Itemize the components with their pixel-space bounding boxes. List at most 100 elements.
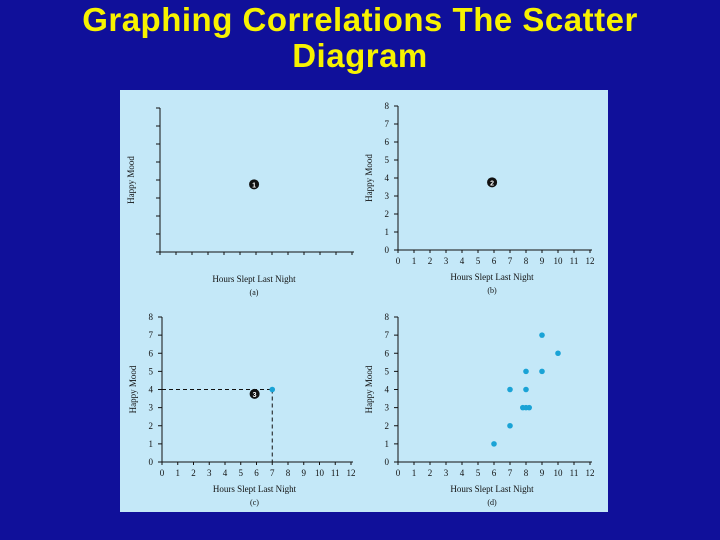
x-axis-label: Hours Slept Last Night xyxy=(450,272,534,282)
x-tick-label: 9 xyxy=(540,256,545,266)
x-tick-label: 11 xyxy=(331,468,340,478)
y-tick-label: 0 xyxy=(385,457,390,467)
slide-title: Graphing Correlations The Scatter Diagra… xyxy=(0,2,720,74)
number-marker: 3 xyxy=(249,388,260,399)
y-tick-label: 1 xyxy=(385,439,390,449)
data-point xyxy=(539,368,545,375)
chart-caption: (d) xyxy=(487,498,497,507)
chart-caption: (b) xyxy=(487,286,497,295)
x-tick-label: 7 xyxy=(270,468,275,478)
x-tick-label: 5 xyxy=(476,256,481,266)
chart-caption: (c) xyxy=(250,498,259,507)
y-tick-label: 6 xyxy=(149,348,154,358)
x-tick-label: 12 xyxy=(586,256,595,266)
x-tick-label: 5 xyxy=(476,468,481,478)
x-tick-label: 4 xyxy=(460,468,465,478)
data-point xyxy=(523,368,529,375)
y-tick-label: 4 xyxy=(385,173,390,183)
y-tick-label: 2 xyxy=(385,209,390,219)
y-tick-label: 8 xyxy=(385,312,390,322)
x-tick-label: 4 xyxy=(460,256,465,266)
x-tick-label: 11 xyxy=(570,468,579,478)
x-tick-label: 10 xyxy=(315,468,325,478)
y-tick-label: 3 xyxy=(149,403,154,413)
x-axis-label: Hours Slept Last Night xyxy=(213,484,297,494)
x-tick-label: 4 xyxy=(223,468,228,478)
x-tick-label: 1 xyxy=(176,468,181,478)
chart-caption: (a) xyxy=(250,288,259,297)
y-tick-label: 7 xyxy=(385,119,390,129)
number-marker: 2 xyxy=(487,177,498,188)
x-tick-label: 8 xyxy=(524,468,529,478)
y-tick-label: 7 xyxy=(149,330,154,340)
y-tick-label: 8 xyxy=(149,312,154,322)
y-tick-label: 2 xyxy=(149,421,154,431)
data-point xyxy=(523,386,529,393)
figure-panel: Hours Slept Last Night Happy Mood (a) 1 0 1 2 3… xyxy=(120,90,608,512)
x-tick-label: 3 xyxy=(207,468,212,478)
y-axis-label: Happy Mood xyxy=(128,365,138,413)
number-marker-circle xyxy=(249,179,260,190)
x-tick-label: 3 xyxy=(444,256,449,266)
x-tick-label: 8 xyxy=(524,256,529,266)
number-marker-circle xyxy=(249,388,260,399)
y-tick-label: 6 xyxy=(385,137,390,147)
x-tick-label: 5 xyxy=(239,468,244,478)
x-axis-label: Hours Slept Last Night xyxy=(212,274,296,284)
x-tick-label: 8 xyxy=(286,468,291,478)
x-tick-label: 6 xyxy=(492,468,497,478)
data-point xyxy=(491,441,497,447)
x-tick-label: 7 xyxy=(508,468,513,478)
number-marker-label: 3 xyxy=(253,392,257,399)
x-tick-label: 12 xyxy=(586,468,595,478)
y-tick-label: 1 xyxy=(149,439,154,449)
y-tick-label: 7 xyxy=(385,330,390,340)
x-tick-label: 7 xyxy=(508,256,513,266)
y-tick-label: 1 xyxy=(385,227,390,237)
y-tick-label: 6 xyxy=(385,348,390,358)
x-tick-label: 9 xyxy=(302,468,307,478)
x-axis-label: Hours Slept Last Night xyxy=(450,484,534,494)
data-point xyxy=(269,386,276,393)
number-marker-label: 2 xyxy=(490,180,494,187)
y-tick-label: 0 xyxy=(149,457,154,467)
x-tick-label: 0 xyxy=(396,256,401,266)
y-tick-label: 3 xyxy=(385,403,390,413)
y-axis-label: Happy Mood xyxy=(364,365,374,413)
x-tick-label: 6 xyxy=(492,256,497,266)
data-point xyxy=(526,404,532,411)
y-tick-label: 0 xyxy=(385,245,390,255)
number-marker-label: 1 xyxy=(252,182,256,189)
y-axis-label: Happy Mood xyxy=(364,154,374,202)
y-axis-label: Happy Mood xyxy=(126,156,136,204)
x-tick-label: 1 xyxy=(412,256,417,266)
x-tick-label: 10 xyxy=(554,468,564,478)
y-tick-label: 5 xyxy=(385,155,390,165)
data-point xyxy=(539,332,545,338)
data-point xyxy=(507,422,513,429)
x-tick-label: 12 xyxy=(347,468,356,478)
x-tick-label: 11 xyxy=(570,256,579,266)
x-tick-label: 2 xyxy=(428,256,433,266)
y-tick-label: 8 xyxy=(385,101,390,111)
x-tick-label: 3 xyxy=(444,468,449,478)
slide-title-line1: Graphing Correlations The Scatter xyxy=(82,1,638,38)
y-tick-label: 5 xyxy=(385,366,390,376)
x-tick-label: 0 xyxy=(160,468,165,478)
data-point xyxy=(520,404,526,411)
x-tick-label: 9 xyxy=(540,468,545,478)
number-marker: 1 xyxy=(249,179,260,190)
x-tick-label: 1 xyxy=(412,468,417,478)
y-tick-label: 2 xyxy=(385,421,390,431)
number-marker-circle xyxy=(487,177,498,188)
x-tick-label: 2 xyxy=(428,468,433,478)
y-tick-label: 5 xyxy=(149,366,154,376)
x-tick-label: 2 xyxy=(191,468,196,478)
x-tick-label: 0 xyxy=(396,468,401,478)
data-point xyxy=(507,386,513,393)
data-point xyxy=(555,350,561,357)
